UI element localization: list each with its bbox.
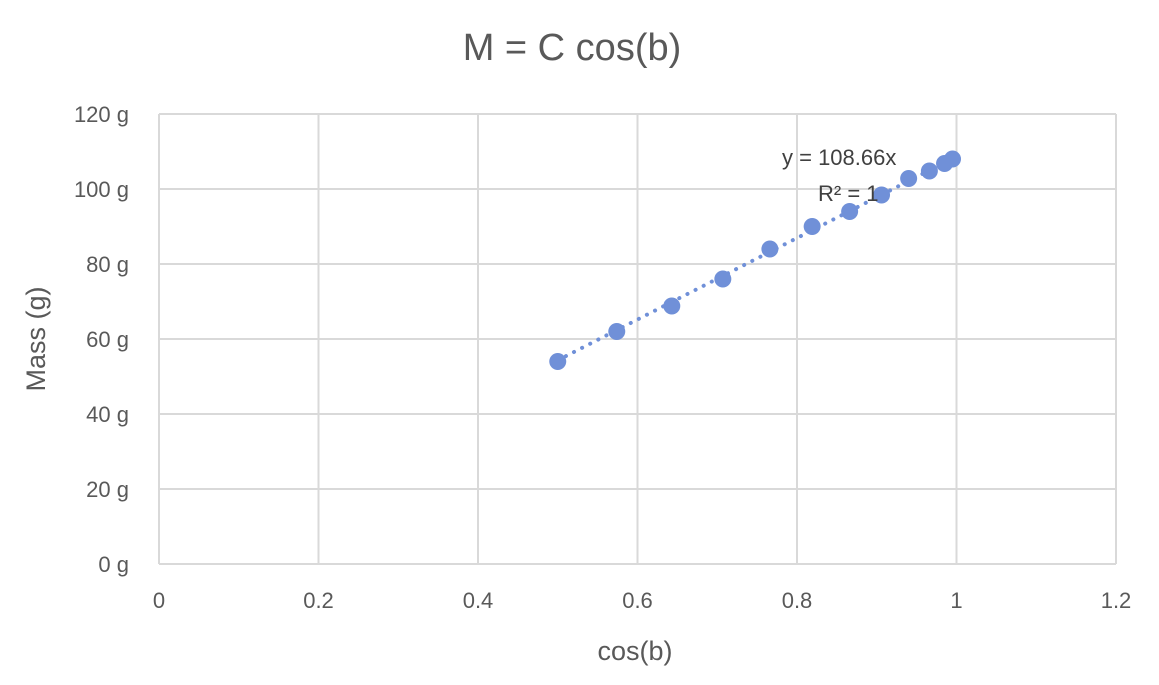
x-tick-label: 0.2 <box>303 588 334 613</box>
data-point <box>841 203 859 220</box>
grid-lines <box>158 113 1117 565</box>
y-tick-label: 20 g <box>86 477 129 502</box>
data-point <box>714 270 732 288</box>
x-tick-label: 1.2 <box>1101 588 1132 613</box>
x-tick-label: 1 <box>950 588 962 613</box>
y-tick-label: 60 g <box>86 327 129 352</box>
data-point <box>944 150 962 168</box>
data-point <box>549 353 567 370</box>
x-tick-label: 0.4 <box>463 588 494 613</box>
x-tick-label: 0 <box>153 588 165 613</box>
y-tick-label: 0 g <box>98 552 129 577</box>
data-point <box>803 218 821 235</box>
data-point <box>920 162 938 180</box>
y-tick-label: 80 g <box>86 252 129 277</box>
x-tick-label: 0.6 <box>622 588 653 613</box>
data-point <box>663 297 681 315</box>
data-points <box>549 150 962 370</box>
y-tick-label: 120 g <box>74 102 129 127</box>
y-tick-label: 40 g <box>86 402 129 427</box>
x-axis-title: cos(b) <box>597 636 672 666</box>
trendline-equation: y = 108.66x <box>782 145 896 170</box>
trendline-r-squared: R² = 1 <box>818 181 879 206</box>
data-point <box>900 170 918 187</box>
data-point <box>761 240 779 258</box>
y-tick-label: 100 g <box>74 177 129 202</box>
chart-title: M = C cos(b) <box>463 27 682 69</box>
data-point <box>608 323 626 340</box>
y-axis-title: Mass (g) <box>21 286 51 391</box>
x-tick-label: 0.8 <box>782 588 813 613</box>
data-point <box>873 186 891 204</box>
tick-labels: 0 g 20 g 40 g 60 g 80 g 100 g 120 g 0 0.2 0.4 0.6 0… <box>74 102 1131 613</box>
